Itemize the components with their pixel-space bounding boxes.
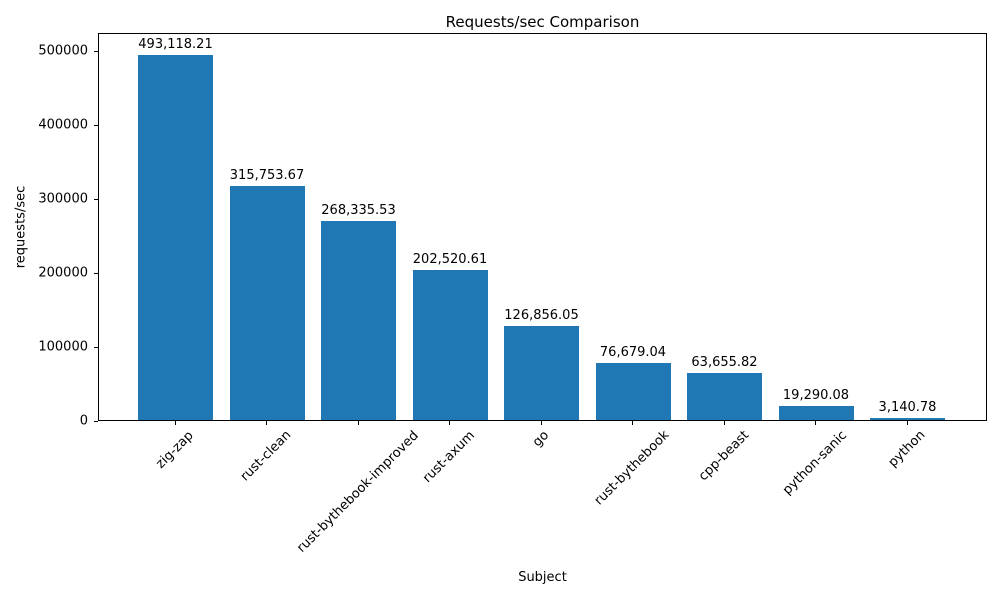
y-tick-label: 100000 [38,339,88,355]
bar-rust-bythebook-improved [321,221,396,420]
bar-value-label: 126,856.05 [504,308,579,324]
bar-python-sanic [778,405,854,420]
y-tick-label: 500000 [38,43,88,59]
x-tick-label: python [885,427,928,471]
x-tick-mark [723,421,725,425]
x-tick-mark [906,421,908,425]
x-tick-label: rust-bythebook-improved [293,427,422,556]
y-axis-label: requests/sec [13,185,29,269]
chart-title: Requests/sec Comparison [445,13,640,31]
x-tick-label: zig-zap [152,427,197,472]
bar-value-label: 268,335.53 [321,203,396,219]
x-tick-mark [632,421,633,425]
bar-value-label: 202,520.61 [412,252,488,268]
x-tick-label: rust-axum [420,428,478,486]
x-tick-mark [540,421,542,425]
x-tick-label: cpp-beast [695,427,752,485]
bar-value-label: 3,140.78 [878,399,937,415]
x-tick-label: python-sanic [780,428,850,498]
bar-value-label: 493,118.21 [138,37,213,53]
plot-area: 493,118.21 315,753.67 268,335.53 202,520.61… [98,33,987,421]
y-tick-mark [94,421,98,422]
x-tick-mark [449,421,450,425]
x-axis-label: Subject [518,570,567,585]
y-tick-label: 0 [79,413,88,429]
x-tick-label: rust-clean [237,427,295,485]
bar-zig-zap [138,55,213,420]
x-tick-mark [357,421,359,425]
y-tick-label: 400000 [38,117,88,133]
x-tick-label: rust-bythebook [591,427,673,509]
y-tick-label: 200000 [38,265,88,281]
bar-value-label: 19,290.08 [782,387,850,403]
bar-value-label: 315,753.67 [229,168,305,184]
bar-value-label: 63,655.82 [691,354,758,370]
bar-rust-clean [229,186,305,420]
bar-go [504,326,579,420]
x-tick-mark [815,421,816,425]
x-tick-mark [174,421,176,425]
y-tick-label: 300000 [38,191,88,207]
x-tick-label: go [529,427,552,450]
bar-value-label: 76,679.04 [599,345,667,361]
x-tick-mark [266,421,267,425]
bar-rust-axum [412,270,488,420]
bar-python [870,417,945,420]
bar-cpp-beast [687,372,762,420]
bar-rust-bythebook [595,363,671,420]
